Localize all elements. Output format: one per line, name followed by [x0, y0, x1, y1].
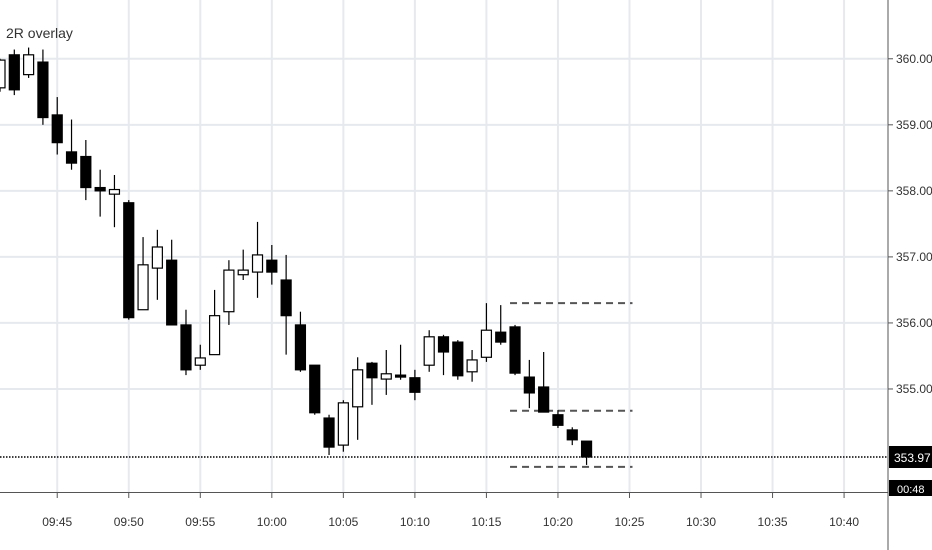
- y-tick-label: 355.00: [896, 382, 932, 396]
- candle-body: [237, 269, 249, 276]
- candle-body: [423, 336, 435, 366]
- candle-body: [366, 362, 378, 379]
- candle-body: [108, 188, 121, 195]
- candle-body: [266, 259, 278, 273]
- candle-body: [23, 54, 35, 76]
- candle-body: [523, 376, 535, 394]
- last-price-label: 353.97: [894, 451, 931, 465]
- candle-body: [0, 59, 6, 89]
- x-tick-label: 10:15: [471, 515, 501, 529]
- countdown-label: 00:48: [897, 484, 925, 496]
- x-tick-label: 09:50: [114, 515, 144, 529]
- x-tick-label: 10:40: [829, 515, 859, 529]
- candle-body: [495, 331, 507, 343]
- x-tick-label: 10:05: [328, 515, 358, 529]
- candle-body: [309, 364, 321, 414]
- x-tick-label: 09:55: [185, 515, 215, 529]
- x-tick-label: 10:00: [257, 515, 287, 529]
- candle-body: [94, 186, 106, 192]
- candle-body: [538, 386, 550, 413]
- y-tick-label: 358.00: [896, 184, 932, 198]
- candle-body: [123, 202, 135, 319]
- chart-title: 2R overlay: [6, 25, 73, 41]
- x-tick-label: 10:30: [686, 515, 716, 529]
- candle-body: [8, 54, 20, 91]
- candle-body: [208, 315, 221, 356]
- candle-body: [294, 324, 307, 371]
- candle-body: [280, 279, 292, 317]
- candle-body: [194, 357, 206, 366]
- last-price-box: [889, 445, 932, 468]
- x-tick-label: 09:45: [42, 515, 72, 529]
- candle-body: [566, 429, 578, 441]
- candle-body: [323, 417, 335, 448]
- candle-body: [80, 155, 92, 189]
- candle-body: [151, 246, 163, 269]
- candle-body: [394, 374, 407, 378]
- x-tick-label: 10:10: [400, 515, 430, 529]
- candle-body: [223, 269, 235, 313]
- candle-body: [37, 61, 49, 119]
- candle-body: [180, 324, 192, 371]
- candle-body: [509, 326, 521, 374]
- axes: 355.00 356.00 357.00 358.00 359.00 360.00 09:4…: [42, 52, 932, 529]
- candle-body: [137, 264, 149, 311]
- candle-body: [352, 369, 364, 408]
- x-tick-label: 10:35: [758, 515, 788, 529]
- x-tick-label: 10:25: [614, 515, 644, 529]
- candle-body: [51, 114, 63, 144]
- candle-body: [166, 259, 178, 326]
- candle-body: [552, 414, 564, 426]
- candle-body: [65, 151, 78, 164]
- candle-body: [452, 341, 464, 377]
- candle-body: [251, 254, 264, 273]
- y-tick-label: 359.00: [896, 118, 932, 132]
- candle-body: [409, 377, 421, 393]
- y-tick-label: 356.00: [896, 316, 932, 330]
- countdown-box: [889, 479, 932, 496]
- y-tick-label: 360.00: [896, 52, 932, 66]
- candle-body: [380, 373, 392, 380]
- candle-body: [480, 329, 493, 358]
- candle-body: [337, 402, 349, 446]
- candle-body: [580, 440, 593, 458]
- y-tick-label: 357.00: [896, 250, 932, 264]
- candle-body: [437, 336, 450, 353]
- plot: [0, 47, 887, 468]
- x-tick-label: 10:20: [543, 515, 573, 529]
- candle-body: [466, 359, 478, 373]
